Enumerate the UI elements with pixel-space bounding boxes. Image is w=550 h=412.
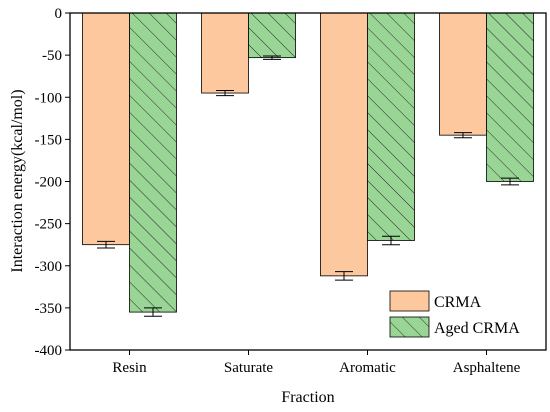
legend-swatch-aged-crma xyxy=(389,316,430,338)
legend: CRMA Aged CRMA xyxy=(389,290,520,338)
y-tick-label: -250 xyxy=(35,217,63,233)
y-tick-label: -50 xyxy=(42,48,62,64)
bar-crma-resin xyxy=(82,12,130,246)
y-tick-label: -100 xyxy=(35,90,63,106)
y-tick-label: -350 xyxy=(35,301,63,317)
x-tick-label-asphaltene: Asphaltene xyxy=(453,360,521,376)
bar-crma-saturate xyxy=(201,12,249,94)
y-axis-title: Interaction energy(kcal/mol) xyxy=(9,89,26,272)
legend-swatch-crma xyxy=(389,290,430,312)
bar-aged-crma-asphaltene xyxy=(486,12,534,182)
bar-crma-asphaltene xyxy=(439,12,487,136)
legend-label-crma: CRMA xyxy=(434,294,482,311)
y-tick-label: -400 xyxy=(35,343,63,359)
y-tick-label: -150 xyxy=(35,132,63,148)
y-tick-label: -200 xyxy=(35,175,63,191)
x-tick-label-resin: Resin xyxy=(112,360,147,376)
x-tick-label-aromatic: Aromatic xyxy=(339,360,396,376)
y-tick-label: -300 xyxy=(35,259,63,275)
x-tick-label-saturate: Saturate xyxy=(224,360,273,376)
bar-crma-aromatic xyxy=(320,12,368,277)
x-axis-title: Fraction xyxy=(281,389,334,406)
bar-aged-crma-resin xyxy=(129,12,177,313)
bar-aged-crma-aromatic xyxy=(367,12,415,241)
legend-label-aged-crma: Aged CRMA xyxy=(434,320,520,337)
bar-aged-crma-saturate xyxy=(248,12,296,59)
plot-frame xyxy=(69,12,547,351)
y-tick-label: 0 xyxy=(55,6,63,22)
